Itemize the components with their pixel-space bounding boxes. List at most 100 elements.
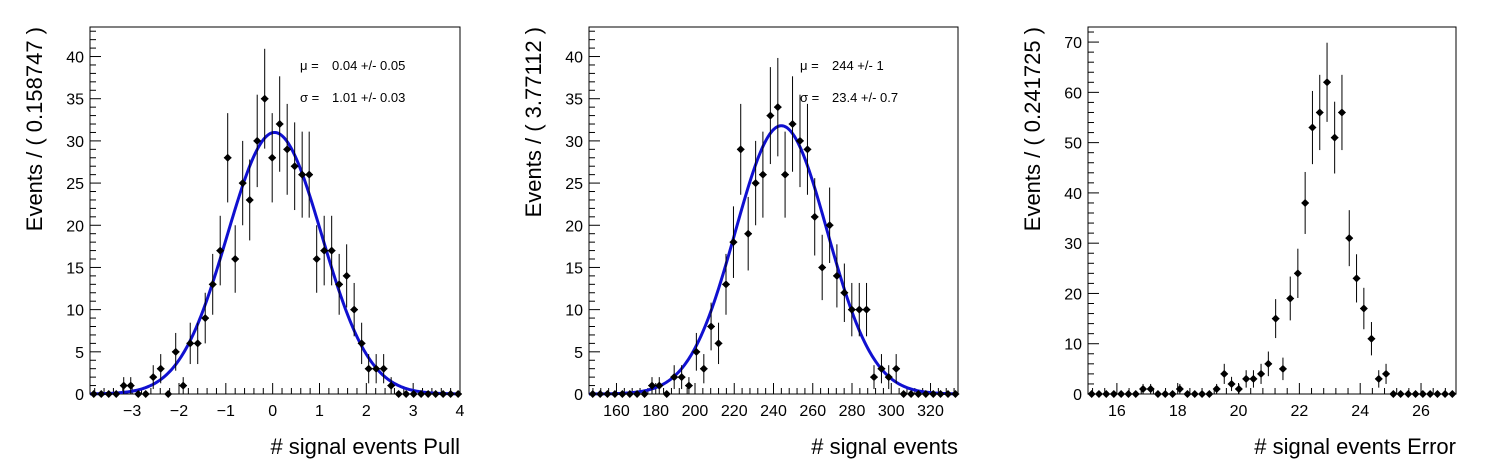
point-marker [877, 364, 886, 373]
data-point [951, 390, 960, 398]
data-point [409, 390, 418, 398]
y-tick-label: 35 [565, 92, 583, 109]
data-point [1426, 390, 1435, 398]
data-point [245, 159, 254, 241]
data-point [1448, 390, 1457, 398]
data-point [439, 390, 448, 398]
point-marker [670, 373, 679, 382]
x-tick-label: 180 [642, 403, 669, 420]
point-marker [855, 305, 864, 314]
point-marker [164, 390, 173, 398]
gaussian-fit-curve [588, 124, 959, 396]
data-point [305, 131, 314, 218]
y-tick-label: 40 [565, 50, 583, 67]
chart-panel-2: 0 5 10 15 20 25 30 35 40 160 180 200 220 240 260 280 300… [521, 26, 960, 459]
y-tick-label: 30 [565, 134, 583, 151]
point-marker [268, 153, 277, 162]
point-marker [603, 390, 612, 398]
point-marker [364, 364, 373, 373]
data-point [1271, 299, 1280, 339]
point-marker [1242, 374, 1251, 383]
point-marker [610, 390, 619, 398]
point-marker [342, 271, 351, 280]
data-point [825, 187, 834, 263]
data-point [164, 390, 173, 398]
data-point [350, 282, 359, 337]
x-tick-label: 160 [603, 403, 630, 420]
data-point [692, 332, 701, 371]
y-tick-label: 50 [1064, 136, 1082, 153]
point-marker [1249, 374, 1258, 383]
y-tick-label: 40 [1064, 186, 1082, 203]
point-marker [1315, 108, 1324, 117]
point-marker [119, 381, 128, 390]
data-point [1315, 74, 1324, 151]
point-marker [1359, 304, 1368, 313]
y-tick-label: 20 [1064, 286, 1082, 303]
point-marker [936, 390, 945, 398]
point-marker [186, 339, 195, 348]
point-marker [1227, 379, 1236, 388]
plot-frame [89, 26, 461, 395]
data-point [862, 282, 871, 337]
point-marker [758, 170, 767, 179]
data-point [394, 390, 403, 398]
y-tick-label: 0 [75, 387, 84, 404]
data-point [714, 322, 723, 365]
data-point [253, 94, 262, 188]
data-point [899, 390, 908, 398]
data-point [402, 390, 411, 398]
x-tick-label: −3 [123, 403, 141, 420]
data-point [596, 390, 605, 398]
point-marker [1448, 390, 1457, 398]
data-point [335, 253, 344, 315]
point-marker [1109, 390, 1118, 398]
point-marker [744, 229, 753, 238]
point-marker [320, 246, 329, 255]
x-tick-label: 220 [721, 403, 748, 420]
point-marker [1330, 133, 1339, 142]
x-tick-label: 16 [1108, 403, 1126, 420]
data-point [884, 365, 893, 390]
data-point [1323, 42, 1332, 122]
point-marker [424, 390, 433, 398]
data-point [640, 390, 649, 398]
data-point [1367, 322, 1376, 356]
plot-frame [1087, 26, 1457, 395]
data-point [156, 354, 165, 384]
data-point [364, 354, 373, 384]
point-marker [1308, 123, 1317, 132]
data-point [1441, 390, 1450, 398]
y-tick-label: 10 [565, 303, 583, 320]
point-marker [1124, 390, 1133, 398]
point-marker [1175, 384, 1184, 393]
point-marker [707, 322, 716, 331]
y-tick-label: 5 [574, 345, 583, 362]
point-marker [446, 390, 455, 398]
x-tick-label: 280 [839, 403, 866, 420]
point-marker [884, 373, 893, 382]
data-point [588, 390, 597, 398]
point-marker [1301, 198, 1310, 207]
point-marker [1094, 390, 1103, 398]
data-point [1205, 390, 1214, 398]
point-marker [112, 390, 121, 398]
data-point [1308, 90, 1317, 165]
data-point [766, 67, 775, 165]
data-point [171, 332, 180, 371]
point-marker [1220, 369, 1229, 378]
point-marker [1382, 369, 1391, 378]
data-point [648, 377, 657, 394]
data-point [1102, 390, 1111, 398]
point-marker [869, 373, 878, 382]
data-point [238, 140, 247, 226]
point-marker [810, 212, 819, 221]
data-point [1404, 390, 1413, 398]
data-point [936, 390, 945, 398]
fit-param-value: 244 +/- 1 [832, 58, 884, 73]
point-marker [1441, 390, 1450, 398]
point-marker [1271, 314, 1280, 323]
data-point [1257, 363, 1266, 384]
plot-frame [588, 26, 959, 395]
point-marker [832, 271, 841, 280]
